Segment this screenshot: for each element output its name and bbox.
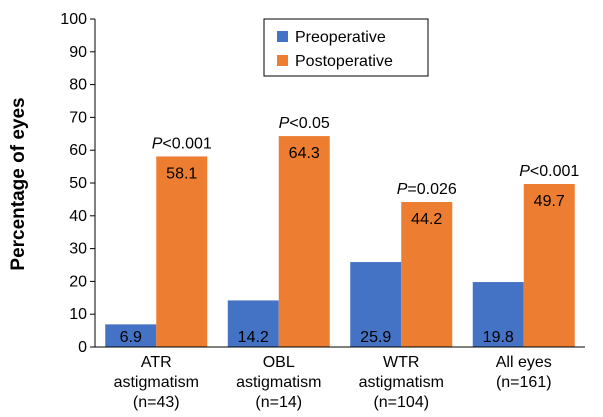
x-category-label: (n=43)	[133, 394, 180, 411]
bar-data-label: 14.2	[238, 329, 269, 346]
annotation-p: P	[397, 181, 408, 198]
annotation-value: <0.05	[289, 115, 330, 132]
x-category-label: OBL	[263, 354, 295, 371]
y-tick-label: 30	[69, 241, 87, 258]
y-axis: 0 10 20 30 40 50 60 70 80 90 100	[60, 11, 96, 356]
significance-annotation: P=0.026	[397, 181, 457, 198]
bar-preoperative-3	[472, 282, 524, 347]
y-tick-label: 50	[69, 175, 87, 192]
legend-box	[263, 18, 429, 77]
y-tick-label: 10	[69, 306, 87, 323]
legend-swatch-preoperative	[277, 31, 288, 42]
bar-data-label: 64.3	[289, 145, 320, 162]
bar-preoperative-2	[350, 262, 402, 347]
x-category-label: astigmatism	[114, 374, 199, 391]
bar-data-label: 58.1	[166, 165, 197, 182]
x-category-label: ATR	[141, 354, 172, 371]
x-category-label: (n=104)	[373, 394, 429, 411]
x-category-label: (n=14)	[255, 394, 302, 411]
x-category-label: astigmatism	[236, 374, 321, 391]
y-tick-label: 40	[69, 208, 87, 225]
annotation-p: P	[152, 135, 163, 152]
significance-annotation: P<0.001	[519, 163, 579, 180]
bar-data-label: 6.9	[120, 329, 142, 346]
x-category-label: astigmatism	[359, 374, 444, 391]
bar-postoperative-3	[523, 183, 575, 347]
bar-preoperative-1	[227, 300, 279, 347]
bar-postoperative-0	[156, 156, 208, 347]
x-category-label: (n=161)	[496, 374, 552, 391]
bar-preoperative-0	[105, 324, 157, 347]
annotation-p: P	[279, 115, 290, 132]
y-tick-label: 60	[69, 142, 87, 159]
significance-annotation: P<0.001	[152, 135, 212, 152]
legend-entry: Postoperative	[295, 53, 393, 70]
y-tick-label: 20	[69, 273, 87, 290]
bar-data-label: 19.8	[483, 329, 514, 346]
y-tick-label: 70	[69, 109, 87, 126]
x-category-label: WTR	[383, 354, 419, 371]
bar-data-label: 44.2	[411, 211, 442, 228]
y-tick-label: 0	[78, 339, 87, 356]
y-tick-label: 90	[69, 44, 87, 61]
significance-annotation: P<0.05	[279, 115, 330, 132]
annotation-value: <0.001	[530, 163, 579, 180]
annotation-value: <0.001	[162, 135, 211, 152]
legend-entry: Preoperative	[295, 29, 386, 46]
y-tick-label: 100	[60, 11, 87, 28]
bar-data-label: 25.9	[360, 329, 391, 346]
legend-swatch-postoperative	[277, 55, 288, 66]
bar-postoperative-1	[278, 136, 330, 347]
annotation-p: P	[519, 163, 530, 180]
bar-postoperative-2	[401, 202, 453, 347]
bars: 6.958.1P<0.00114.264.3P<0.0525.944.2P=0.…	[105, 115, 579, 347]
legend: Preoperative Postoperative	[263, 18, 429, 77]
x-category-label: All eyes	[496, 354, 552, 371]
annotation-value: =0.026	[407, 181, 456, 198]
bar-data-label: 49.7	[534, 193, 565, 210]
x-axis: ATR astigmatism (n=43) OBL astigmatism (n=14)…	[95, 346, 585, 411]
y-tick-label: 80	[69, 77, 87, 94]
y-axis-label: Percentage of eyes	[8, 97, 29, 270]
